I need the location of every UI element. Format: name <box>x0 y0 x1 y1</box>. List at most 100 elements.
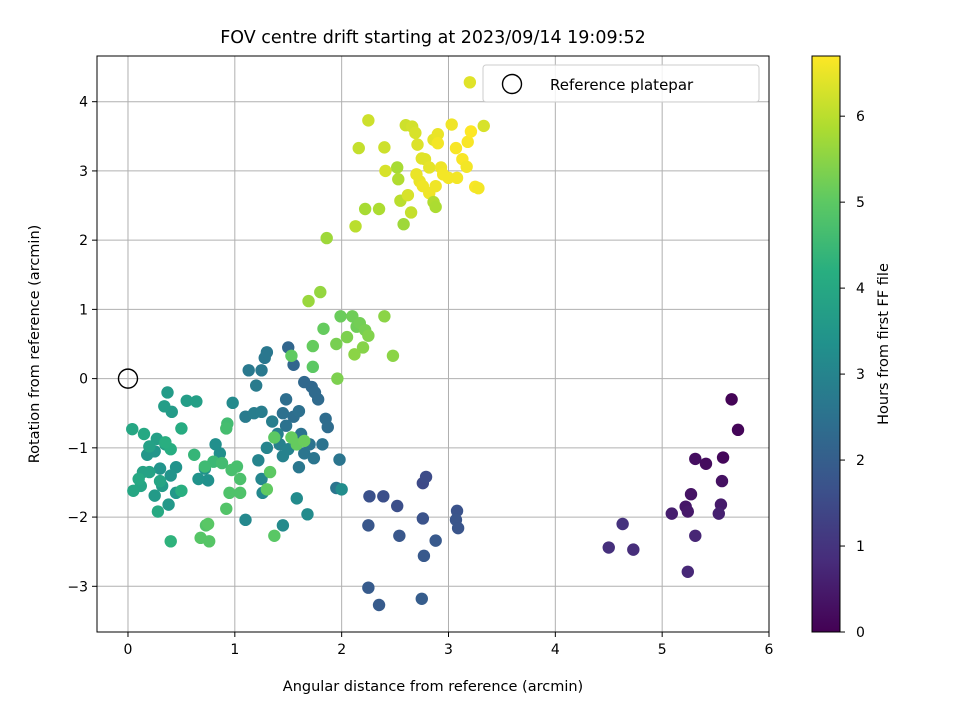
data-point <box>159 436 172 449</box>
data-point <box>230 460 244 473</box>
data-point <box>268 529 281 542</box>
data-point <box>392 173 405 186</box>
data-point <box>716 451 730 464</box>
y-axis-label: Rotation from reference (arcmin) <box>27 225 43 464</box>
data-point <box>349 220 362 233</box>
data-point <box>220 422 233 435</box>
x-tick-label: 1 <box>230 642 239 658</box>
data-point <box>423 161 436 174</box>
x-tick-label: 4 <box>551 642 560 658</box>
data-point <box>306 360 320 374</box>
data-point <box>307 452 321 465</box>
data-point <box>279 393 293 406</box>
colorbar-tick-label: 4 <box>856 281 865 297</box>
x-axis-ticks: 0 1 2 3 4 5 6 <box>124 632 774 658</box>
colorbar-tick-label: 6 <box>856 109 865 125</box>
data-point <box>429 179 442 193</box>
data-point <box>201 474 215 487</box>
data-point <box>616 517 629 531</box>
data-point <box>377 490 390 503</box>
data-point <box>260 483 274 496</box>
data-point <box>188 448 201 461</box>
y-tick-label: 2 <box>79 233 88 249</box>
data-point <box>681 505 695 518</box>
data-point <box>132 472 145 486</box>
data-point <box>449 141 463 155</box>
data-point <box>268 431 281 444</box>
data-point <box>190 395 203 408</box>
data-point <box>151 505 165 518</box>
data-point <box>164 535 177 548</box>
data-point <box>352 141 365 155</box>
data-point <box>699 457 713 470</box>
data-point <box>223 486 236 500</box>
y-tick-label: −3 <box>67 579 88 595</box>
data-point <box>164 469 177 482</box>
data-point <box>379 164 392 178</box>
data-point <box>292 404 306 418</box>
data-point <box>279 419 293 432</box>
chart-title: FOV centre drift starting at 2023/09/14 … <box>220 28 646 48</box>
y-tick-label: 3 <box>79 164 88 180</box>
data-point <box>348 348 361 361</box>
plot-frame <box>96 55 770 633</box>
data-point <box>404 206 418 219</box>
data-point <box>242 364 255 377</box>
data-point <box>127 484 140 497</box>
data-point <box>192 472 205 486</box>
data-point <box>330 337 343 351</box>
data-point <box>252 454 265 467</box>
data-point <box>180 394 193 407</box>
x-tick-label: 5 <box>658 642 667 658</box>
data-point <box>731 423 745 437</box>
data-point <box>334 310 347 323</box>
data-point <box>415 592 428 605</box>
data-point <box>689 452 702 466</box>
data-point <box>298 434 311 448</box>
data-point <box>477 119 490 133</box>
data-point <box>260 441 274 455</box>
data-point <box>314 285 327 299</box>
legend-entry-reference: Reference platepar <box>550 76 694 94</box>
data-point <box>255 405 268 419</box>
data-point <box>391 499 404 513</box>
data-point <box>362 519 375 532</box>
data-point <box>292 461 306 474</box>
data-point <box>386 349 400 362</box>
data-point <box>665 507 678 520</box>
data-point <box>255 364 268 377</box>
x-axis-label: Angular distance from reference (arcmin) <box>283 679 583 695</box>
colorbar-label: Hours from first FF file <box>876 263 892 425</box>
data-point <box>681 565 695 578</box>
data-point <box>331 372 344 385</box>
data-point <box>233 472 247 486</box>
x-tick-label: 3 <box>444 642 453 658</box>
reference-platepar-marker <box>117 368 139 389</box>
data-point <box>126 422 139 436</box>
y-tick-label: 0 <box>79 372 88 388</box>
data-point <box>175 484 188 497</box>
data-points <box>117 76 745 612</box>
data-point <box>627 543 640 556</box>
data-point <box>198 460 212 473</box>
data-point <box>143 440 156 453</box>
data-point <box>393 529 406 542</box>
data-point <box>451 521 465 535</box>
data-point <box>684 488 698 501</box>
data-point <box>148 489 161 502</box>
data-point <box>362 114 375 127</box>
colorbar-tick-label: 1 <box>856 539 865 555</box>
colorbar: 0 1 2 3 4 5 6 Hours from first FF file <box>811 55 892 641</box>
data-point <box>460 160 473 173</box>
data-point <box>316 438 329 451</box>
data-point <box>161 386 174 399</box>
data-point <box>416 512 430 525</box>
legend: Reference platepar <box>482 64 760 103</box>
data-point <box>158 400 171 413</box>
x-tick-label: 6 <box>765 642 774 658</box>
x-tick-label: 2 <box>337 642 346 658</box>
data-point <box>362 329 375 342</box>
data-point <box>320 231 333 245</box>
data-point <box>153 462 167 475</box>
